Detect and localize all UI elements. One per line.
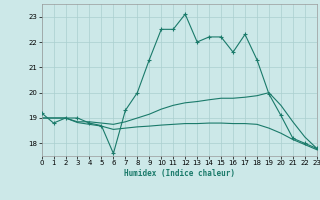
X-axis label: Humidex (Indice chaleur): Humidex (Indice chaleur) <box>124 169 235 178</box>
